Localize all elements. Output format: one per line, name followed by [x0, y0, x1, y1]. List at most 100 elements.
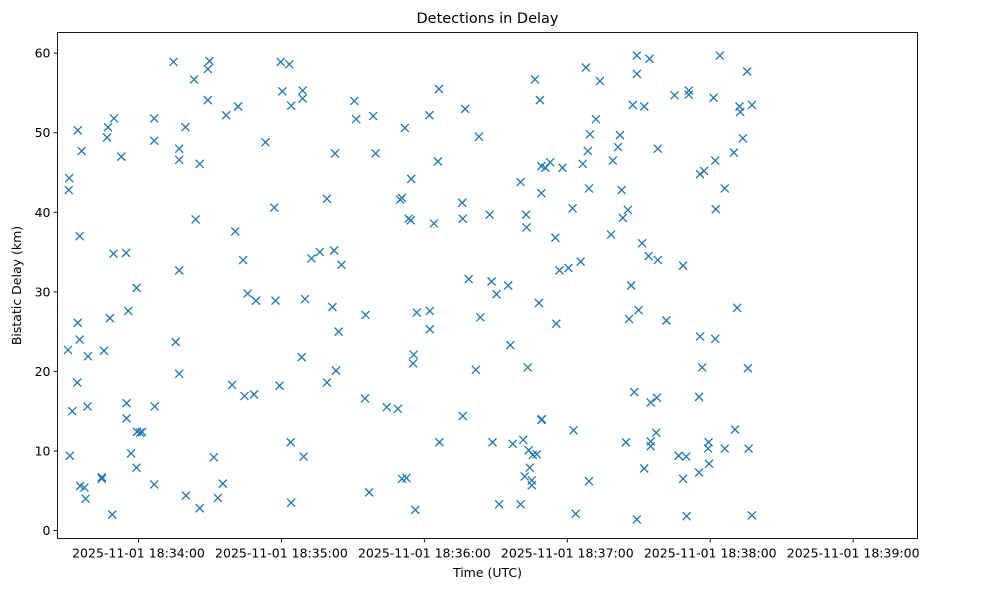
data-point	[149, 479, 159, 489]
data-point	[742, 67, 752, 76]
data-point	[221, 110, 231, 120]
data-point	[433, 156, 443, 166]
data-point	[584, 183, 594, 193]
data-point	[73, 318, 83, 328]
data-point	[107, 510, 117, 520]
data-point	[535, 95, 545, 105]
data-point	[191, 215, 201, 224]
data-point	[730, 425, 740, 434]
data-point	[720, 444, 730, 454]
x-axis-label: Time (UTC)	[452, 565, 522, 580]
data-point	[569, 425, 578, 435]
data-point	[738, 133, 748, 143]
data-point	[475, 312, 485, 322]
data-point	[684, 86, 694, 96]
data-point	[458, 411, 468, 421]
data-point	[298, 94, 308, 103]
data-point	[425, 324, 435, 334]
data-point	[149, 136, 159, 146]
data-point	[103, 122, 113, 132]
data-point	[695, 331, 705, 341]
plot-area	[57, 32, 918, 539]
data-point	[532, 449, 542, 459]
data-point	[661, 316, 671, 325]
data-point	[361, 310, 370, 320]
data-point	[409, 350, 419, 360]
data-point	[735, 107, 745, 117]
data-point	[213, 493, 223, 503]
data-point	[682, 511, 692, 521]
y-axis-label: Bistatic Delay (km)	[9, 226, 24, 345]
data-point	[516, 177, 526, 187]
data-point	[174, 369, 184, 379]
data-point	[646, 441, 656, 451]
data-point	[564, 263, 573, 273]
data-point	[492, 289, 502, 299]
data-point	[460, 104, 470, 114]
data-point	[576, 257, 586, 267]
data-point	[382, 402, 392, 412]
data-point	[322, 194, 332, 204]
data-point	[275, 381, 284, 391]
data-point	[286, 101, 296, 111]
data-point	[99, 346, 109, 356]
data-point	[205, 56, 214, 66]
data-point	[583, 146, 593, 156]
data-point	[364, 487, 374, 497]
data-point	[632, 51, 642, 61]
data-point	[653, 255, 663, 265]
y-tick-label: 20	[35, 364, 51, 379]
data-point	[508, 439, 518, 449]
data-point	[457, 198, 467, 208]
x-ticks: 2025-11-01 18:34:00 2025-11-01 18:35:00 20…	[72, 538, 920, 561]
data-point	[591, 114, 601, 124]
x-tick-label: 2025-11-01 18:36:00	[358, 546, 491, 561]
data-point	[488, 437, 497, 447]
data-point	[122, 398, 132, 408]
data-point	[238, 255, 248, 265]
data-point	[334, 327, 344, 337]
data-point	[697, 362, 707, 372]
data-point	[63, 345, 73, 355]
data-point	[653, 144, 663, 154]
data-point	[464, 274, 474, 284]
data-point	[276, 57, 286, 67]
x-tick-label: 2025-11-01 18:37:00	[501, 546, 634, 561]
data-point	[393, 404, 403, 414]
data-point	[360, 394, 370, 403]
data-point	[474, 132, 484, 142]
data-point	[75, 231, 85, 241]
data-point	[554, 265, 564, 275]
data-point	[150, 401, 160, 411]
data-point	[710, 334, 720, 344]
data-point	[243, 288, 253, 298]
data-point	[621, 437, 631, 447]
data-point	[126, 448, 136, 458]
data-point	[551, 319, 561, 329]
data-point	[329, 246, 339, 255]
data-point	[681, 452, 691, 462]
data-point	[83, 401, 92, 411]
data-point	[195, 503, 205, 513]
data-point	[744, 444, 754, 454]
data-point	[585, 129, 595, 139]
data-point	[545, 157, 555, 167]
y-tick-label: 40	[35, 205, 51, 220]
data-point	[458, 214, 468, 224]
data-point	[711, 204, 721, 214]
data-point	[400, 123, 410, 133]
data-point	[64, 185, 74, 195]
chart-title: Detections in Delay	[416, 11, 558, 27]
data-point	[286, 498, 296, 508]
data-point	[410, 505, 420, 515]
data-point	[505, 340, 515, 350]
data-point	[639, 464, 649, 473]
data-point	[632, 69, 642, 79]
data-point	[523, 362, 533, 372]
data-point	[240, 391, 249, 401]
data-point	[429, 218, 439, 228]
data-point	[251, 296, 261, 306]
data-point	[729, 148, 739, 158]
data-point	[550, 233, 560, 243]
